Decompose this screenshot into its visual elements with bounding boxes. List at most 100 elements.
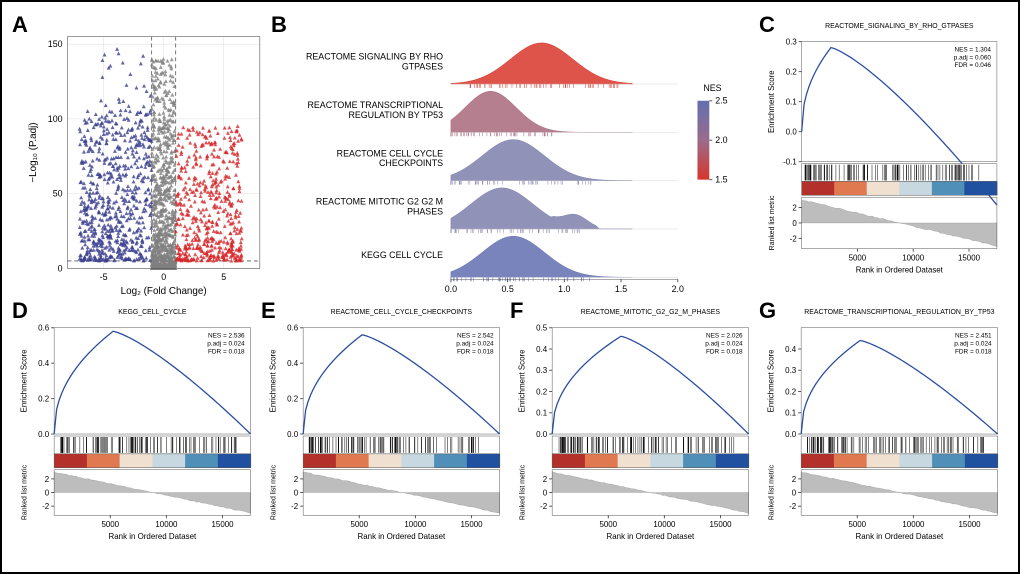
svg-text:-5: -5 xyxy=(100,272,108,282)
svg-text:-2: -2 xyxy=(540,502,547,511)
svg-text:0: 0 xyxy=(45,488,50,497)
svg-text:10000: 10000 xyxy=(404,520,427,529)
svg-text:Log₂ (Fold Change): Log₂ (Fold Change) xyxy=(121,286,207,297)
svg-text:0: 0 xyxy=(792,219,797,228)
svg-text:0.1: 0.1 xyxy=(536,409,548,418)
svg-text:0.2: 0.2 xyxy=(38,395,49,404)
svg-text:Ranked list metric: Ranked list metric xyxy=(768,464,775,520)
svg-text:CHECKPOINTS: CHECKPOINTS xyxy=(379,158,443,168)
panel-e-label: E xyxy=(261,298,276,324)
svg-text:Rank in Ordered Dataset: Rank in Ordered Dataset xyxy=(358,532,446,541)
svg-text:Rank in Ordered Dataset: Rank in Ordered Dataset xyxy=(109,532,197,541)
panel-b-label: B xyxy=(271,12,287,38)
gsea-plot-e: REACTOME_CELL_CYCLE_CHECKPOINTSNES = 2.5… xyxy=(261,298,510,551)
svg-text:REACTOME SIGNALING BY RHO: REACTOME SIGNALING BY RHO xyxy=(306,52,443,62)
svg-text:0.2: 0.2 xyxy=(287,395,298,404)
svg-text:50: 50 xyxy=(53,189,63,199)
svg-text:2.0: 2.0 xyxy=(672,284,684,294)
svg-text:5000: 5000 xyxy=(350,520,368,529)
svg-text:0.0: 0.0 xyxy=(785,430,797,439)
svg-text:5000: 5000 xyxy=(848,520,866,529)
svg-text:0.5: 0.5 xyxy=(501,284,513,294)
svg-text:FDR = 0.018: FDR = 0.018 xyxy=(457,349,494,356)
svg-text:Rank in Ordered Dataset: Rank in Ordered Dataset xyxy=(856,532,944,541)
svg-text:-2: -2 xyxy=(790,234,797,243)
svg-text:Enrichment Score: Enrichment Score xyxy=(19,349,28,413)
svg-text:0.3: 0.3 xyxy=(786,38,798,47)
svg-text:Ranked list metric: Ranked list metric xyxy=(270,464,277,520)
figure-frame: A -505050100150Log₂ (Fold Change)−Log₁₀ … xyxy=(0,0,1020,574)
gsea-plot-g: REACTOME_TRANSCRIPTIONAL_REGULATION_BY_T… xyxy=(759,298,1008,551)
panel-g-label: G xyxy=(759,298,776,324)
svg-text:PHASES: PHASES xyxy=(407,207,443,217)
svg-text:0.2: 0.2 xyxy=(536,387,547,396)
svg-text:0.4: 0.4 xyxy=(536,345,548,354)
svg-text:FDR = 0.018: FDR = 0.018 xyxy=(706,349,743,356)
svg-text:10000: 10000 xyxy=(653,520,676,529)
svg-text:p.adj = 0.024: p.adj = 0.024 xyxy=(954,341,992,348)
svg-text:15000: 15000 xyxy=(212,520,235,529)
svg-text:0.0: 0.0 xyxy=(445,284,457,294)
svg-text:Enrichment Score: Enrichment Score xyxy=(767,70,776,133)
svg-text:p.adj = 0.024: p.adj = 0.024 xyxy=(705,341,743,348)
panel-f-label: F xyxy=(510,298,523,324)
svg-text:0.0: 0.0 xyxy=(786,128,798,137)
svg-text:NES = 1.304: NES = 1.304 xyxy=(954,46,991,53)
panel-a: A -505050100150Log₂ (Fold Change)−Log₁₀ … xyxy=(12,12,271,298)
svg-text:REACTOME TRANSCRIPTIONAL: REACTOME TRANSCRIPTIONAL xyxy=(307,100,443,110)
svg-text:0: 0 xyxy=(792,488,797,497)
svg-text:0.4: 0.4 xyxy=(38,359,50,368)
svg-text:NES = 2.536: NES = 2.536 xyxy=(208,333,245,340)
svg-text:0.0: 0.0 xyxy=(536,430,548,439)
volcano-plot: -505050100150Log₂ (Fold Change)−Log₁₀ (P… xyxy=(12,12,271,298)
svg-text:2: 2 xyxy=(45,475,49,484)
svg-text:0.6: 0.6 xyxy=(38,324,50,333)
svg-text:NES = 2.451: NES = 2.451 xyxy=(955,333,992,340)
svg-text:2: 2 xyxy=(792,203,796,212)
svg-text:2: 2 xyxy=(792,475,796,484)
svg-text:REACTOME_MITOTIC_G2_G2_M_PHASE: REACTOME_MITOTIC_G2_G2_M_PHASES xyxy=(581,309,721,316)
svg-text:Ranked list metric: Ranked list metric xyxy=(21,464,28,520)
svg-text:2.0: 2.0 xyxy=(715,135,727,145)
svg-text:2: 2 xyxy=(543,475,547,484)
svg-text:-2: -2 xyxy=(789,502,796,511)
svg-text:5000: 5000 xyxy=(849,254,867,263)
svg-text:FDR = 0.046: FDR = 0.046 xyxy=(954,62,991,69)
svg-text:NES: NES xyxy=(703,83,721,93)
svg-text:0.1: 0.1 xyxy=(785,409,797,418)
panel-c: C REACTOME_SIGNALING_BY_RHO_GTPASESNES =… xyxy=(759,12,1008,298)
panel-d-label: D xyxy=(12,298,28,324)
svg-text:0.0: 0.0 xyxy=(287,430,299,439)
svg-text:5000: 5000 xyxy=(599,520,617,529)
svg-text:0: 0 xyxy=(161,272,166,282)
svg-text:15000: 15000 xyxy=(958,254,981,263)
svg-text:REACTOME CELL CYCLE: REACTOME CELL CYCLE xyxy=(337,148,443,158)
svg-text:5000: 5000 xyxy=(101,520,119,529)
svg-text:15000: 15000 xyxy=(710,520,733,529)
svg-text:0.5: 0.5 xyxy=(536,324,548,333)
panel-g: G REACTOME_TRANSCRIPTIONAL_REGULATION_BY… xyxy=(759,298,1008,551)
svg-text:FDR = 0.018: FDR = 0.018 xyxy=(955,349,992,356)
svg-text:p.adj = 0.024: p.adj = 0.024 xyxy=(456,341,494,348)
svg-text:0.1: 0.1 xyxy=(786,98,797,107)
svg-text:2: 2 xyxy=(294,475,298,484)
svg-text:Enrichment Score: Enrichment Score xyxy=(268,349,277,413)
svg-text:REACTOME MITOTIC G2 G2 M: REACTOME MITOTIC G2 G2 M xyxy=(316,197,443,207)
svg-text:2.5: 2.5 xyxy=(715,96,727,106)
svg-text:Enrichment Score: Enrichment Score xyxy=(766,349,775,413)
svg-text:FDR = 0.018: FDR = 0.018 xyxy=(208,349,245,356)
panel-b: B REACTOME SIGNALING BY RHOGTPASESREACTO… xyxy=(271,12,759,298)
svg-text:KEGG_CELL_CYCLE: KEGG_CELL_CYCLE xyxy=(118,309,187,316)
svg-text:GTPASES: GTPASES xyxy=(402,62,443,72)
svg-text:15000: 15000 xyxy=(959,520,982,529)
svg-text:0.6: 0.6 xyxy=(287,324,299,333)
svg-text:15000: 15000 xyxy=(461,520,484,529)
svg-text:1.0: 1.0 xyxy=(558,284,570,294)
ridgeline-plot: REACTOME SIGNALING BY RHOGTPASES REACTOME… xyxy=(271,12,759,298)
gsea-plot-d: KEGG_CELL_CYCLENES = 2.536p.adj = 0.024F… xyxy=(12,298,261,551)
svg-text:0: 0 xyxy=(543,488,548,497)
svg-text:0.2: 0.2 xyxy=(785,387,796,396)
svg-text:Ranked list metric: Ranked list metric xyxy=(519,464,526,520)
svg-text:REACTOME_TRANSCRIPTIONAL_REGUL: REACTOME_TRANSCRIPTIONAL_REGULATION_BY_T… xyxy=(804,309,994,316)
svg-text:REACTOME_SIGNALING_BY_RHO_GTPA: REACTOME_SIGNALING_BY_RHO_GTPASES xyxy=(825,23,974,30)
